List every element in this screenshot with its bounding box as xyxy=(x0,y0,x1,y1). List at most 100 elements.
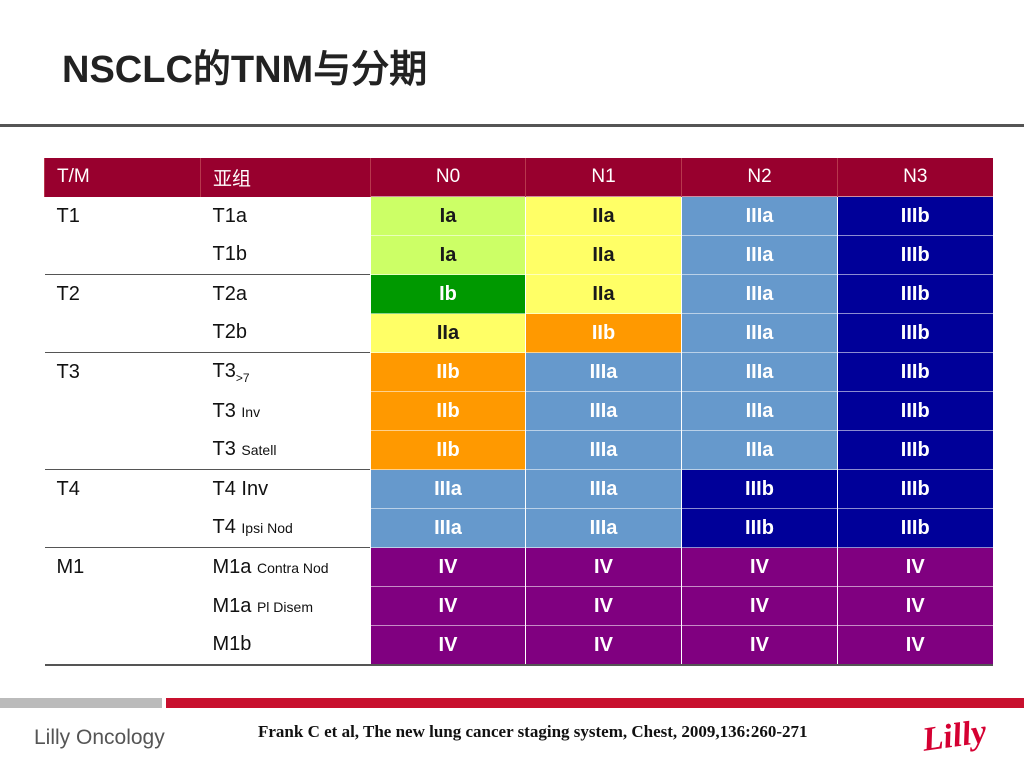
stage-cell-n3: IV xyxy=(837,547,993,587)
stage-cell-n0: IIb xyxy=(370,391,526,431)
cell-tm: T1 xyxy=(44,196,201,236)
table-body: T1 T1a Ia IIa IIIa IIIb T1b Ia IIa IIIa IIIb T2 T2a I… xyxy=(44,196,993,665)
cell-tm: M1 xyxy=(44,547,201,587)
stage-cell-n3: IIIb xyxy=(837,274,993,314)
stage-cell-n0: IIb xyxy=(370,430,526,470)
cell-tm xyxy=(44,430,201,470)
stage-cell-n3: IV xyxy=(837,625,993,665)
stage-cell-n3: IIIb xyxy=(837,469,993,509)
stage-cell-n0: Ib xyxy=(370,274,526,314)
table-row: T3 Satell IIb IIIa IIIa IIIb xyxy=(44,430,993,470)
subgroup-label: M1a xyxy=(212,555,257,578)
stage-cell-n3: IIIb xyxy=(837,352,993,392)
stage-cell-n1: IV xyxy=(525,625,682,665)
stage-cell-n0: IV xyxy=(370,625,526,665)
table-row: T1 T1a Ia IIa IIIa IIIb xyxy=(44,196,993,236)
stage-cell-n1: IV xyxy=(525,547,682,587)
header-n3: N3 xyxy=(837,158,993,197)
stage-cell-n1: IV xyxy=(525,586,682,626)
header-tm: T/M xyxy=(44,158,201,197)
stage-cell-n0: IIIa xyxy=(370,508,526,548)
stage-cell-n0: IIa xyxy=(370,313,526,353)
subgroup-label: M1a xyxy=(212,594,257,617)
cell-tm xyxy=(44,313,201,353)
stage-cell-n2: IIIb xyxy=(681,469,838,509)
table-row: T3 T3>7 IIb IIIa IIIa IIIb xyxy=(44,352,993,392)
subgroup-label: T3 xyxy=(212,399,242,422)
table-row: M1a Pl Disem IV IV IV IV xyxy=(44,586,993,626)
stage-cell-n2: IIIa xyxy=(681,274,838,314)
lilly-logo: Lilly xyxy=(919,713,990,756)
table-row: T4 Ipsi Nod IIIa IIIa IIIb IIIb xyxy=(44,508,993,548)
stage-cell-n1: IIb xyxy=(525,313,682,353)
subgroup-label: T2b xyxy=(212,321,247,344)
stage-cell-n1: IIa xyxy=(525,235,682,275)
cell-tm xyxy=(44,391,201,431)
cell-tm: T3 xyxy=(44,352,201,392)
stage-cell-n2: IV xyxy=(681,547,838,587)
subgroup-label: T3 xyxy=(212,438,242,461)
subgroup-suffix: Satell xyxy=(241,442,277,459)
stage-cell-n2: IIIa xyxy=(681,196,838,236)
cell-subgroup: T4 Ipsi Nod xyxy=(200,508,371,548)
table-header-row: T/M 亚组 N0 N1 N2 N3 xyxy=(44,158,993,197)
cell-subgroup: T2a xyxy=(200,274,371,314)
subgroup-label: M1b xyxy=(212,633,252,656)
stage-cell-n2: IIIa xyxy=(681,235,838,275)
cell-subgroup: T4 Inv xyxy=(200,469,371,509)
subgroup-suffix: Ipsi Nod xyxy=(241,520,293,537)
subgroup-suffix: >7 xyxy=(235,370,250,385)
subgroup-label: T2a xyxy=(212,282,247,305)
stage-cell-n1: IIIa xyxy=(525,391,682,431)
brand-lilly-oncology: Lilly Oncology xyxy=(34,726,165,749)
table-row: M1 M1a Contra Nod IV IV IV IV xyxy=(44,547,993,587)
header-n2: N2 xyxy=(681,158,838,197)
stage-cell-n0: IIIa xyxy=(370,469,526,509)
stage-cell-n1: IIIa xyxy=(525,508,682,548)
cell-subgroup: T3 Satell xyxy=(200,430,371,470)
cell-subgroup: T3>7 xyxy=(200,352,371,392)
cell-tm xyxy=(44,235,201,275)
cell-tm xyxy=(44,508,201,548)
stage-cell-n3: IIIb xyxy=(837,391,993,431)
staging-table: T/M 亚组 N0 N1 N2 N3 T1 T1a Ia IIa IIIa IIIb T1b… xyxy=(44,158,993,666)
page-title: NSCLC的TNM与分期 xyxy=(62,49,428,91)
stage-cell-n3: IV xyxy=(837,586,993,626)
stage-cell-n1: IIIa xyxy=(525,352,682,392)
stage-cell-n0: Ia xyxy=(370,196,526,236)
stage-cell-n0: IV xyxy=(370,547,526,587)
stage-cell-n3: IIIb xyxy=(837,508,993,548)
stage-cell-n0: Ia xyxy=(370,235,526,275)
cell-tm xyxy=(44,625,201,665)
stage-cell-n2: IIIa xyxy=(681,430,838,470)
citation-text: Frank C et al, The new lung cancer stagi… xyxy=(258,722,808,741)
stage-cell-n3: IIIb xyxy=(837,430,993,470)
cell-subgroup: M1a Pl Disem xyxy=(200,586,371,626)
footer-bar-gray xyxy=(0,698,162,708)
stage-cell-n0: IV xyxy=(370,586,526,626)
header-n0: N0 xyxy=(370,158,526,197)
stage-cell-n1: IIIa xyxy=(525,430,682,470)
stage-cell-n1: IIIa xyxy=(525,469,682,509)
stage-cell-n2: IIIa xyxy=(681,313,838,353)
stage-cell-n2: IV xyxy=(681,625,838,665)
cell-subgroup: M1a Contra Nod xyxy=(200,547,371,587)
cell-tm: T2 xyxy=(44,274,201,314)
stage-cell-n3: IIIb xyxy=(837,313,993,353)
footer-bar-red xyxy=(166,698,1024,708)
cell-subgroup: T2b xyxy=(200,313,371,353)
subgroup-label: T1b xyxy=(212,243,247,266)
stage-cell-n0: IIb xyxy=(370,352,526,392)
subgroup-suffix: Contra Nod xyxy=(256,559,329,576)
cell-subgroup: T1a xyxy=(200,196,371,236)
cell-tm xyxy=(44,586,201,626)
cell-subgroup: M1b xyxy=(200,625,371,665)
stage-cell-n2: IIIb xyxy=(681,508,838,548)
stage-cell-n2: IIIa xyxy=(681,391,838,431)
cell-subgroup: T3 Inv xyxy=(200,391,371,431)
table-row: T2 T2a Ib IIa IIIa IIIb xyxy=(44,274,993,314)
subgroup-label: T1a xyxy=(212,204,247,227)
subgroup-label: T4 Inv xyxy=(212,477,269,500)
cell-tm: T4 xyxy=(44,469,201,509)
subgroup-label: T4 xyxy=(212,516,242,539)
